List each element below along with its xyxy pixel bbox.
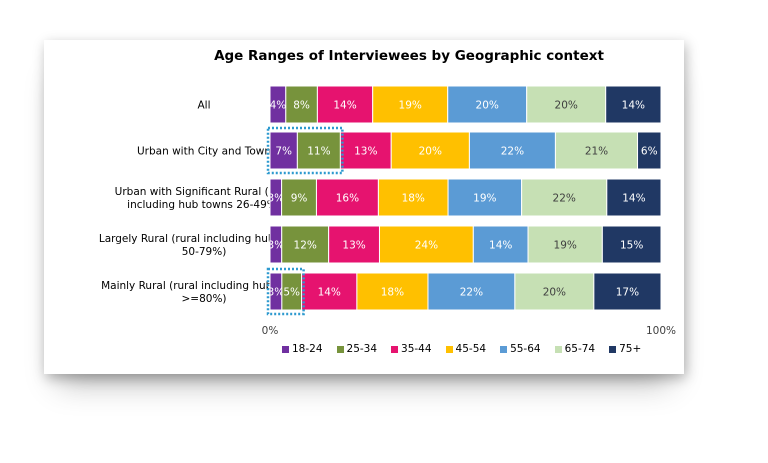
legend-swatch xyxy=(555,346,562,353)
data-label: 9% xyxy=(291,193,308,205)
chart-legend: 18-24 25-34 35-44 45-54 55-64 65-74 75+ xyxy=(282,343,641,355)
data-label: 22% xyxy=(553,193,576,205)
legend-swatch xyxy=(282,346,289,353)
data-label: 22% xyxy=(501,146,524,158)
legend-swatch xyxy=(609,346,616,353)
legend-label: 25-34 xyxy=(347,343,378,355)
data-label: 11% xyxy=(307,146,330,158)
legend-swatch xyxy=(391,346,398,353)
legend-swatch xyxy=(337,346,344,353)
category-label: All xyxy=(197,100,210,112)
data-label: 14% xyxy=(333,100,356,112)
x-tick-label: 0% xyxy=(262,325,279,337)
legend-item: 55-64 xyxy=(500,343,541,355)
data-label: 13% xyxy=(342,240,365,252)
legend-item: 75+ xyxy=(609,343,641,355)
legend-label: 18-24 xyxy=(292,343,323,355)
data-label: 17% xyxy=(616,287,639,299)
chart-card: Age Ranges of Interviewees by Geographic… xyxy=(44,40,684,374)
data-label: 18% xyxy=(402,193,425,205)
data-label: 20% xyxy=(476,100,499,112)
data-label: 14% xyxy=(489,240,512,252)
legend-item: 25-34 xyxy=(337,343,378,355)
legend-label: 55-64 xyxy=(510,343,541,355)
data-label: 13% xyxy=(354,146,377,158)
data-label: 4% xyxy=(270,100,287,112)
data-label: 15% xyxy=(620,240,643,252)
data-label: 20% xyxy=(419,146,442,158)
data-label: 14% xyxy=(622,193,645,205)
data-label: 19% xyxy=(399,100,422,112)
legend-item: 18-24 xyxy=(282,343,323,355)
data-label: 20% xyxy=(555,100,578,112)
legend-label: 65-74 xyxy=(565,343,596,355)
legend-item: 65-74 xyxy=(555,343,596,355)
data-label: 14% xyxy=(318,287,341,299)
data-label: 18% xyxy=(381,287,404,299)
x-tick-label: 100% xyxy=(646,325,676,337)
category-label: Urban with City and Town xyxy=(137,146,271,158)
data-label: 14% xyxy=(622,100,645,112)
data-label: 19% xyxy=(554,240,577,252)
data-label: 24% xyxy=(415,240,438,252)
legend-label: 45-54 xyxy=(456,343,487,355)
data-label: 5% xyxy=(283,287,300,299)
data-label: 12% xyxy=(294,240,317,252)
legend-item: 35-44 xyxy=(391,343,432,355)
legend-label: 75+ xyxy=(619,343,641,355)
data-label: 19% xyxy=(473,193,496,205)
legend-swatch xyxy=(446,346,453,353)
legend-swatch xyxy=(500,346,507,353)
legend-item: 45-54 xyxy=(446,343,487,355)
data-label: 16% xyxy=(336,193,359,205)
data-label: 6% xyxy=(641,146,658,158)
data-label: 20% xyxy=(543,287,566,299)
data-label: 8% xyxy=(293,100,310,112)
data-label: 21% xyxy=(585,146,608,158)
data-label: 22% xyxy=(460,287,483,299)
legend-label: 35-44 xyxy=(401,343,432,355)
data-label: 7% xyxy=(275,146,292,158)
